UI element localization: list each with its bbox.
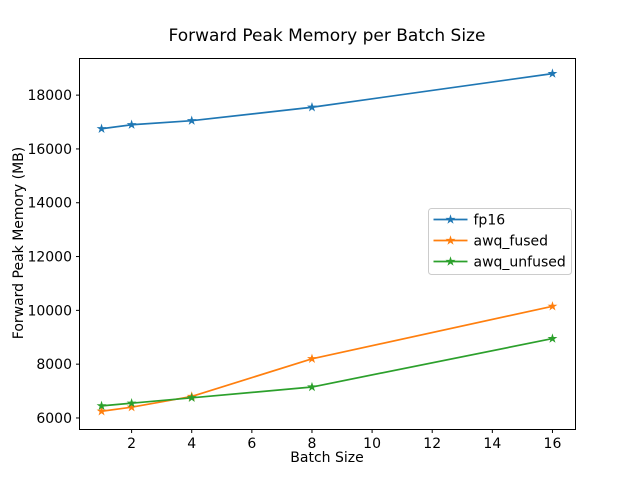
series-awq_fused	[96, 301, 558, 416]
series-fp16	[96, 68, 558, 133]
chart-title: Forward Peak Memory per Batch Size	[168, 26, 486, 46]
legend-star-marker	[445, 256, 456, 266]
series-awq_unfused	[96, 333, 558, 411]
data-point-marker	[186, 115, 197, 125]
y-tick-label: 10000	[27, 303, 72, 319]
data-point-marker	[96, 406, 107, 416]
series-line	[100, 337, 554, 407]
y-tick-label: 6000	[36, 411, 72, 427]
data-point-marker	[547, 68, 558, 78]
y-axis-ticks: 6000 8000 10000 12000 14000 16000 18000	[27, 88, 80, 427]
axes-frame	[79, 58, 576, 430]
legend-label: awq_unfused	[474, 255, 566, 271]
data-point-marker	[126, 397, 137, 408]
y-tick-label: 16000	[27, 142, 72, 158]
data-point-marker	[307, 353, 317, 363]
x-tick-label: 2	[127, 436, 136, 452]
legend-label: fp16	[474, 213, 506, 229]
legend-star-marker	[445, 214, 456, 224]
data-point-marker	[126, 402, 137, 412]
x-tick-label: 4	[187, 436, 196, 452]
y-tick-label: 8000	[36, 357, 72, 373]
x-tick-label: 14	[483, 436, 501, 452]
legend-entry-awq_fused: awq_fused	[433, 234, 549, 250]
data-point-marker	[307, 102, 317, 112]
x-axis-ticks: 2 4 6 8 10 12 14 16	[127, 429, 562, 452]
y-tick-label: 18000	[27, 88, 72, 104]
series-line	[100, 72, 554, 130]
legend-label: awq_fused	[474, 234, 549, 250]
data-point-marker	[547, 333, 558, 343]
data-point-marker	[547, 301, 558, 311]
legend-entry-fp16: fp16	[433, 213, 506, 229]
legend: fp16 awq_fused awq_unfused	[428, 208, 572, 275]
data-point-marker	[126, 119, 137, 129]
y-tick-label: 12000	[27, 250, 72, 266]
x-tick-label: 10	[363, 436, 381, 452]
data-point-marker	[307, 381, 317, 392]
x-tick-label: 16	[544, 436, 562, 452]
x-tick-label: 12	[423, 436, 441, 452]
data-point-marker	[186, 392, 197, 402]
data-point-marker	[96, 400, 107, 411]
legend-entry-awq_unfused: awq_unfused	[433, 255, 566, 271]
y-tick-label: 14000	[27, 196, 72, 212]
data-point-marker	[96, 123, 107, 133]
x-tick-label: 6	[247, 436, 256, 452]
x-axis-label: Batch Size	[290, 450, 364, 466]
series-line	[100, 305, 554, 413]
legend-star-marker	[445, 235, 456, 245]
x-tick-label: 8	[308, 436, 317, 452]
legend-frame	[428, 208, 572, 275]
